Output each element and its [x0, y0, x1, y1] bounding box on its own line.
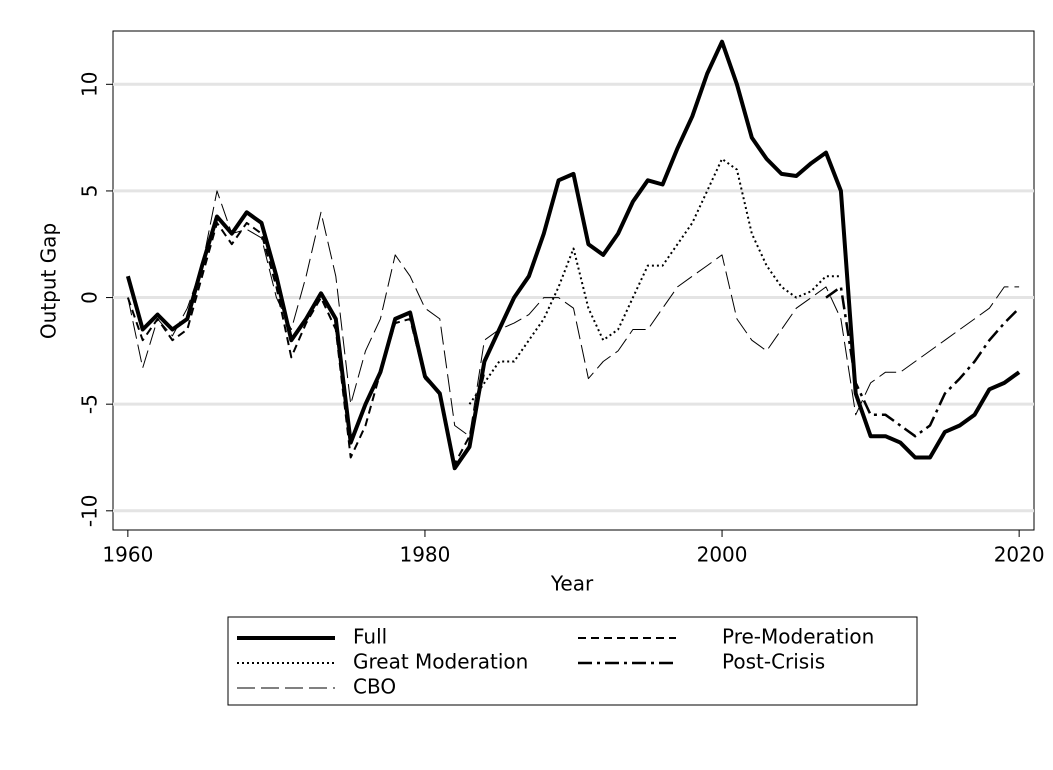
y-tick-label: -10: [78, 494, 102, 527]
y-tick-label: -5: [78, 394, 102, 414]
plot-frame: [112, 30, 1035, 531]
legend-label: Post-Crisis: [722, 650, 825, 674]
legend-label: Pre-Moderation: [722, 625, 874, 649]
legend-label: Great Moderation: [353, 650, 528, 674]
x-tick-label: 1980: [399, 543, 450, 567]
x-axis-label: Year: [550, 572, 594, 596]
legend-label: CBO: [353, 675, 396, 699]
legend-box: [227, 616, 918, 706]
series-line: [825, 285, 1020, 438]
y-tick-label: 0: [78, 291, 102, 304]
series-line: [125, 39, 1021, 471]
x-tick-label: 1960: [102, 543, 153, 567]
legend-label: Full: [353, 625, 387, 649]
y-axis-label: Output Gap: [37, 223, 61, 339]
y-tick-label: 5: [78, 185, 102, 198]
y-tick-label: 10: [78, 72, 102, 97]
x-tick-label: 2020: [994, 543, 1045, 567]
x-tick-label: 2000: [697, 543, 748, 567]
series-line: [127, 190, 1020, 437]
